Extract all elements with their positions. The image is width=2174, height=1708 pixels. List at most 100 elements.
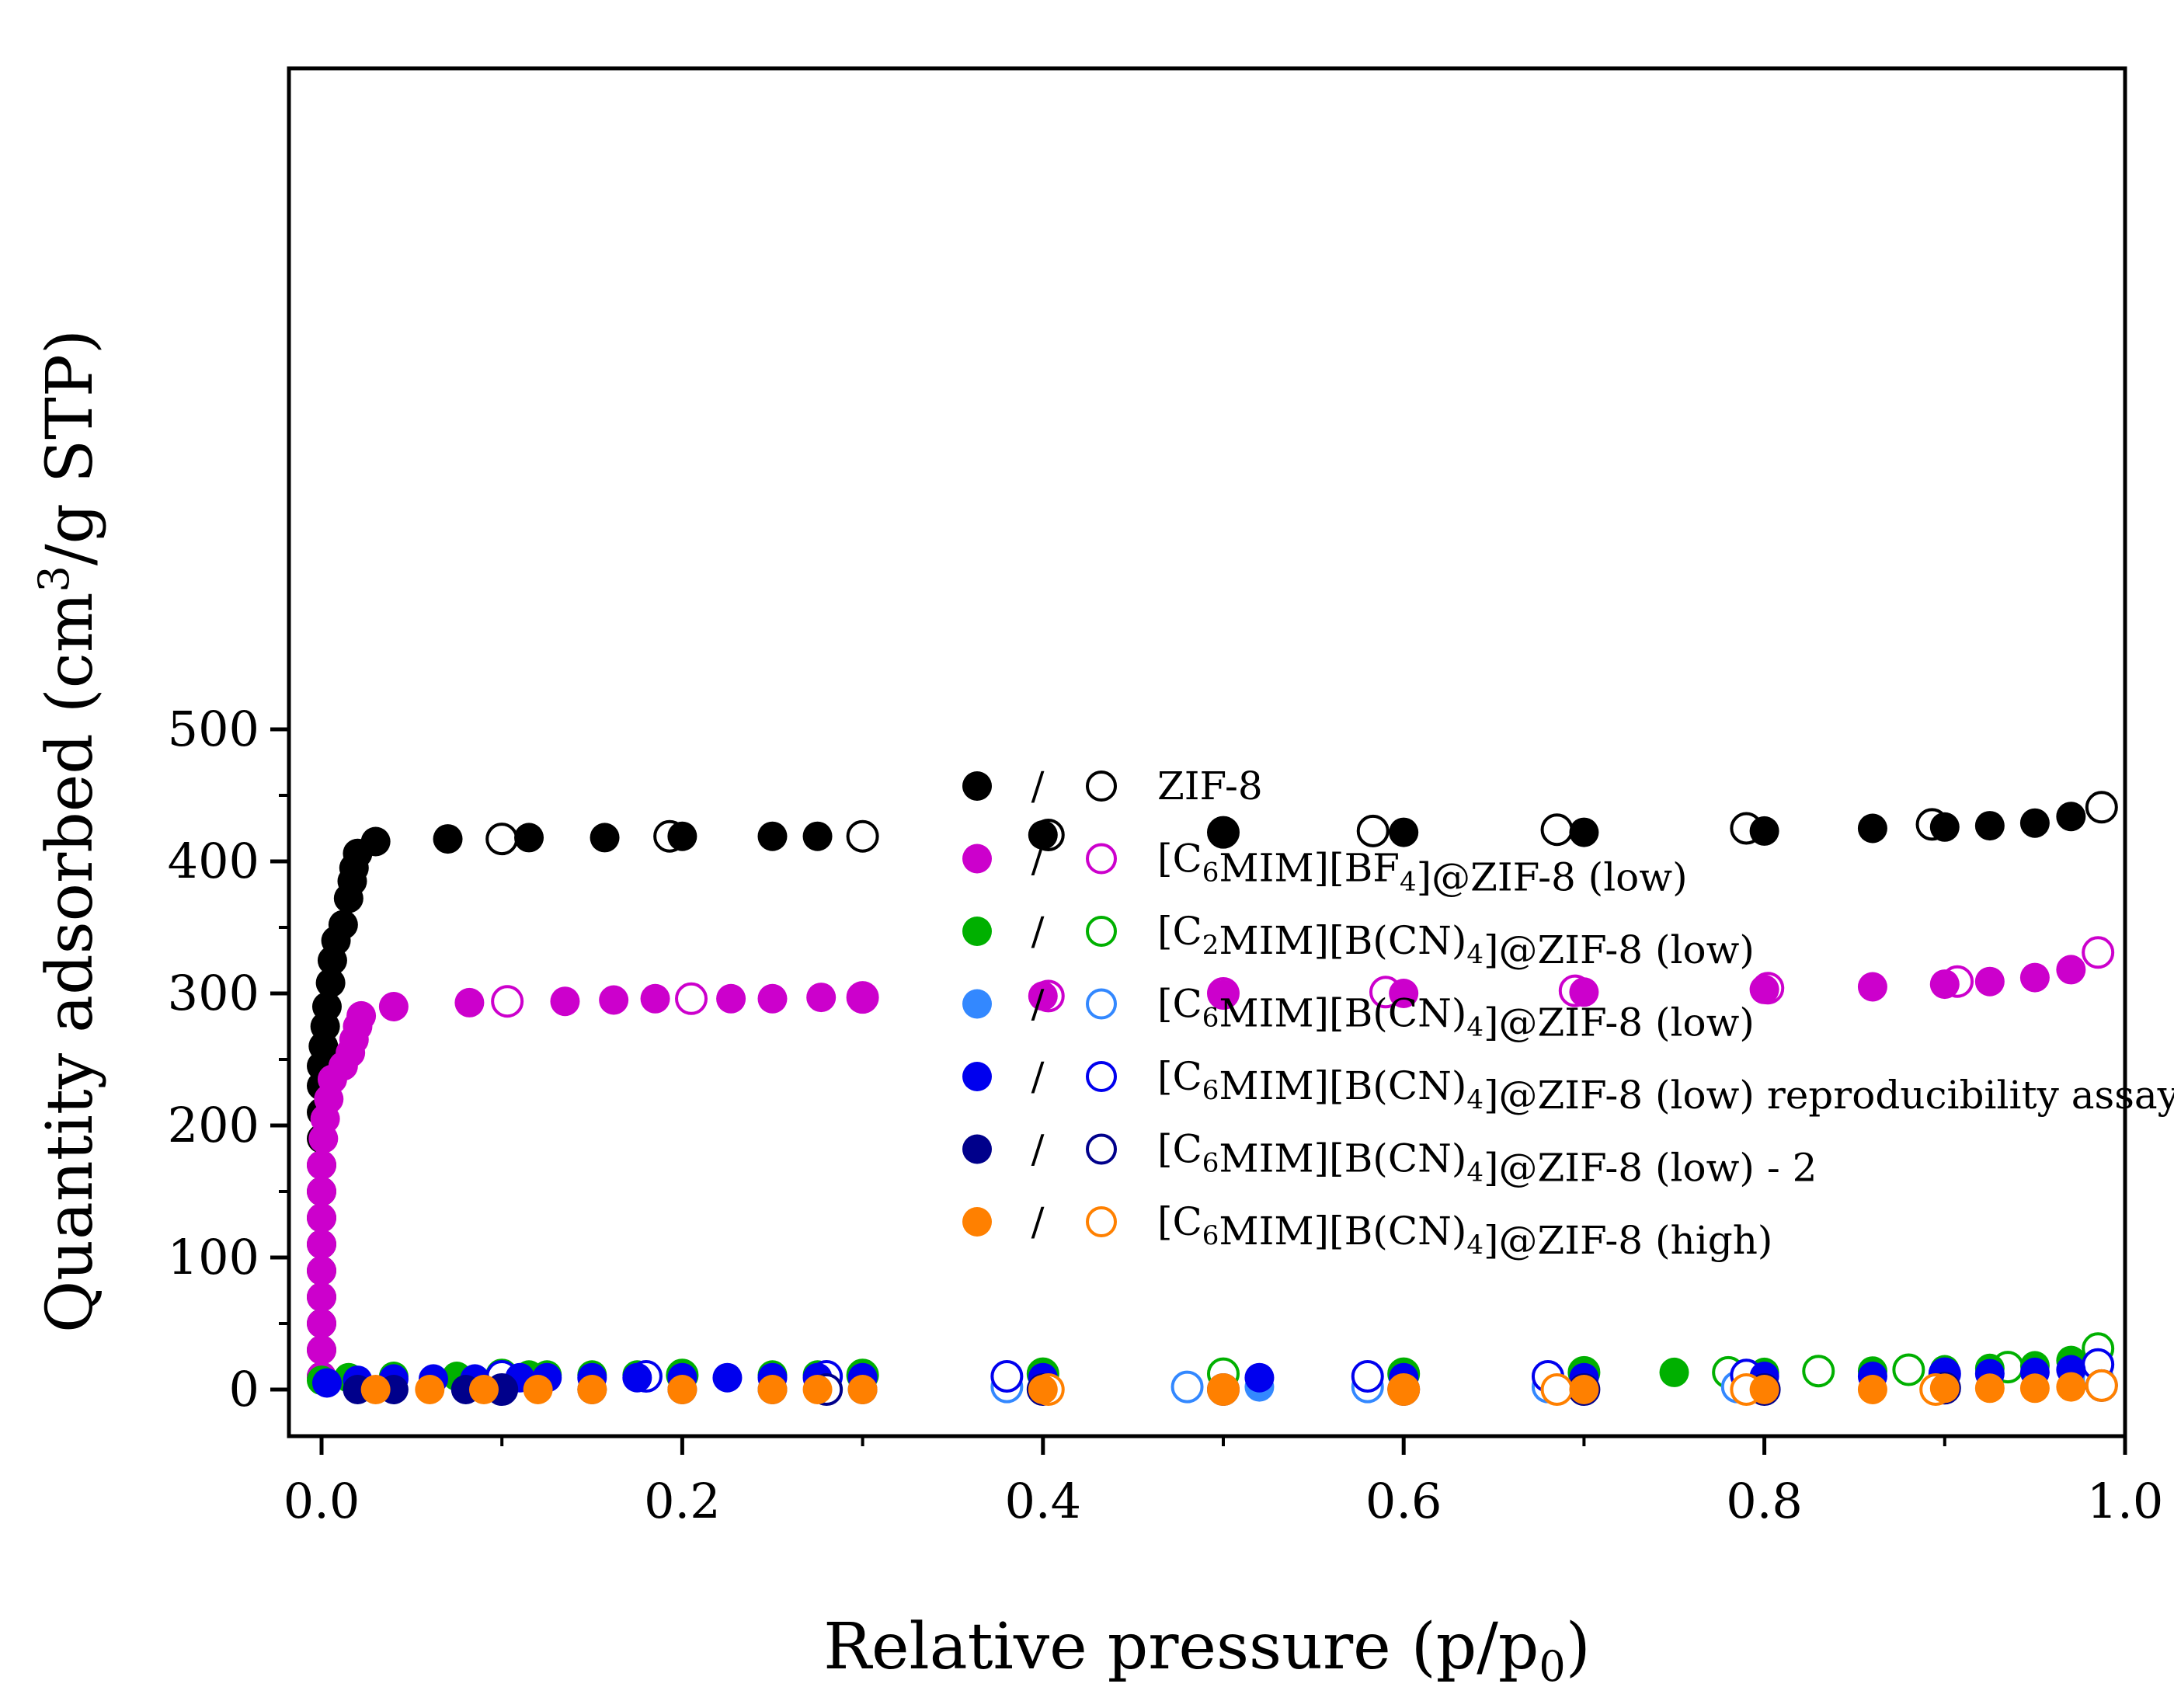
legend-separator: /	[1031, 982, 1045, 1027]
adsorption-point	[1389, 1375, 1419, 1404]
adsorption-point	[716, 983, 746, 1014]
adsorption-point	[847, 1375, 878, 1404]
desorption-point	[2082, 936, 2115, 969]
adsorption-point	[307, 1309, 336, 1338]
legend-entry: / [C6MIM][B(CN)4]@ZIF-8 (low) reproducibi…	[962, 1054, 2174, 1118]
plot-frame	[287, 66, 2127, 1438]
adsorption-point	[360, 1375, 391, 1404]
adsorption-point	[468, 1375, 499, 1404]
legend-label: [C6MIM][B(CN)4]@ZIF-8 (low) reproducibil…	[1157, 1054, 2174, 1118]
adsorption-point	[550, 986, 580, 1017]
adsorption-point	[1974, 1373, 2005, 1404]
adsorption-point	[311, 992, 342, 1021]
legend-label: [C6MIM][B(CN)4]@ZIF-8 (low) - 2	[1157, 1127, 1817, 1191]
adsorption-point	[1929, 1373, 1960, 1404]
legend-filled-marker	[962, 771, 992, 801]
adsorption-point	[378, 992, 409, 1021]
desorption-point	[1351, 1360, 1384, 1393]
adsorption-point	[667, 821, 697, 851]
adsorption-point	[640, 983, 670, 1014]
adsorption-point	[1244, 1362, 1275, 1393]
adsorption-point	[1028, 820, 1058, 850]
series-6	[360, 1369, 2118, 1406]
desorption-point	[1356, 814, 1390, 847]
adsorption-point	[757, 983, 788, 1014]
adsorption-point	[2019, 962, 2050, 993]
desorption-point	[990, 1360, 1024, 1393]
data-points	[307, 791, 2118, 1406]
y-tick-label: 0	[229, 1361, 259, 1418]
adsorption-point	[757, 1375, 788, 1404]
y-tick-label: 100	[168, 1229, 259, 1285]
adsorption-point	[514, 823, 544, 853]
x-axis-title: Relative pressure (p/p0)	[823, 1610, 1590, 1691]
adsorption-point	[2056, 1372, 2086, 1402]
adsorption-point	[1857, 813, 1887, 844]
desorption-point	[2085, 1369, 2118, 1402]
adsorption-point	[802, 1375, 833, 1404]
desorption-point	[1540, 1373, 1574, 1406]
axes: 0.0 0.2 0.4 0.6 0.8 1.0 0 100 200 300 400 500	[168, 701, 2164, 1529]
legend-filled-marker	[962, 1062, 992, 1091]
adsorption-point	[523, 1375, 553, 1404]
legend-filled-marker	[962, 917, 992, 946]
legend-entry: / [C6MIM][B(CN)4]@ZIF-8 (high)	[962, 1199, 1772, 1263]
legend-label: ZIF-8	[1157, 764, 1263, 809]
adsorption-point	[328, 910, 358, 940]
legend-entry: / [C6MIM][B(CN)4]@ZIF-8 (low) - 2	[962, 1127, 1817, 1191]
legend-open-marker	[1086, 1206, 1117, 1237]
adsorption-point	[1857, 972, 1887, 1002]
x-tick-label: 0.2	[644, 1473, 721, 1529]
desorption-point	[1892, 1353, 1925, 1386]
adsorption-point	[307, 1256, 336, 1285]
adsorption-point	[307, 1230, 336, 1259]
y-axis-title: Quantity adsorbed (cm3/g STP)	[30, 329, 107, 1333]
adsorption-point	[1028, 1375, 1058, 1404]
desorption-point	[846, 819, 879, 853]
y-tick-label: 500	[168, 701, 259, 757]
legend-entry: / [C6MIM][B(CN)4]@ZIF-8 (low)	[962, 982, 1755, 1045]
adsorption-point	[1659, 1357, 1689, 1387]
desorption-point	[491, 985, 524, 1018]
legend-open-marker	[1086, 988, 1117, 1020]
adsorption-point	[1209, 819, 1238, 849]
adsorption-point	[1569, 1375, 1599, 1404]
adsorption-point	[712, 1362, 743, 1393]
legend-separator: /	[1031, 1127, 1045, 1172]
adsorption-point	[1857, 1375, 1887, 1404]
adsorption-point	[311, 1368, 342, 1398]
adsorption-point	[1929, 812, 1960, 842]
y-tick-label: 400	[168, 833, 259, 889]
legend: / ZIF-8 / [C6MIM][BF4]@ZIF-8 (low) / [C2MIM][…	[962, 764, 2174, 1263]
desorption-point	[1540, 813, 1574, 847]
adsorption-point	[360, 826, 391, 857]
adsorption-point	[315, 968, 346, 998]
adsorption-point	[577, 1375, 607, 1404]
adsorption-point	[2019, 1373, 2050, 1404]
adsorption-point	[1749, 816, 1779, 846]
x-tick-label: 1.0	[2087, 1473, 2164, 1529]
series-1	[307, 936, 2115, 1391]
x-tick-label: 0.6	[1365, 1473, 1442, 1529]
legend-entry: / [C6MIM][BF4]@ZIF-8 (low)	[962, 837, 1688, 900]
adsorption-point	[1929, 969, 1960, 1000]
legend-entry: / [C2MIM][B(CN)4]@ZIF-8 (low)	[962, 909, 1755, 972]
adsorption-point	[757, 821, 788, 851]
legend-open-marker	[1086, 771, 1117, 802]
legend-separator: /	[1031, 764, 1045, 809]
adsorption-point	[1749, 1375, 1779, 1404]
adsorption-point	[454, 987, 485, 1017]
x-tick-label: 0.4	[1004, 1473, 1081, 1529]
adsorption-point	[1028, 981, 1058, 1011]
adsorption-point	[307, 1282, 336, 1312]
adsorption-point	[2019, 808, 2050, 838]
legend-filled-marker	[962, 989, 992, 1019]
adsorption-point	[307, 1150, 336, 1180]
adsorption-point	[590, 823, 620, 853]
adsorption-point	[802, 821, 833, 851]
adsorption-point	[433, 824, 463, 854]
adsorption-point	[806, 983, 837, 1013]
legend-separator: /	[1031, 909, 1045, 954]
adsorption-point	[1209, 979, 1238, 1010]
adsorption-point	[307, 1203, 336, 1233]
